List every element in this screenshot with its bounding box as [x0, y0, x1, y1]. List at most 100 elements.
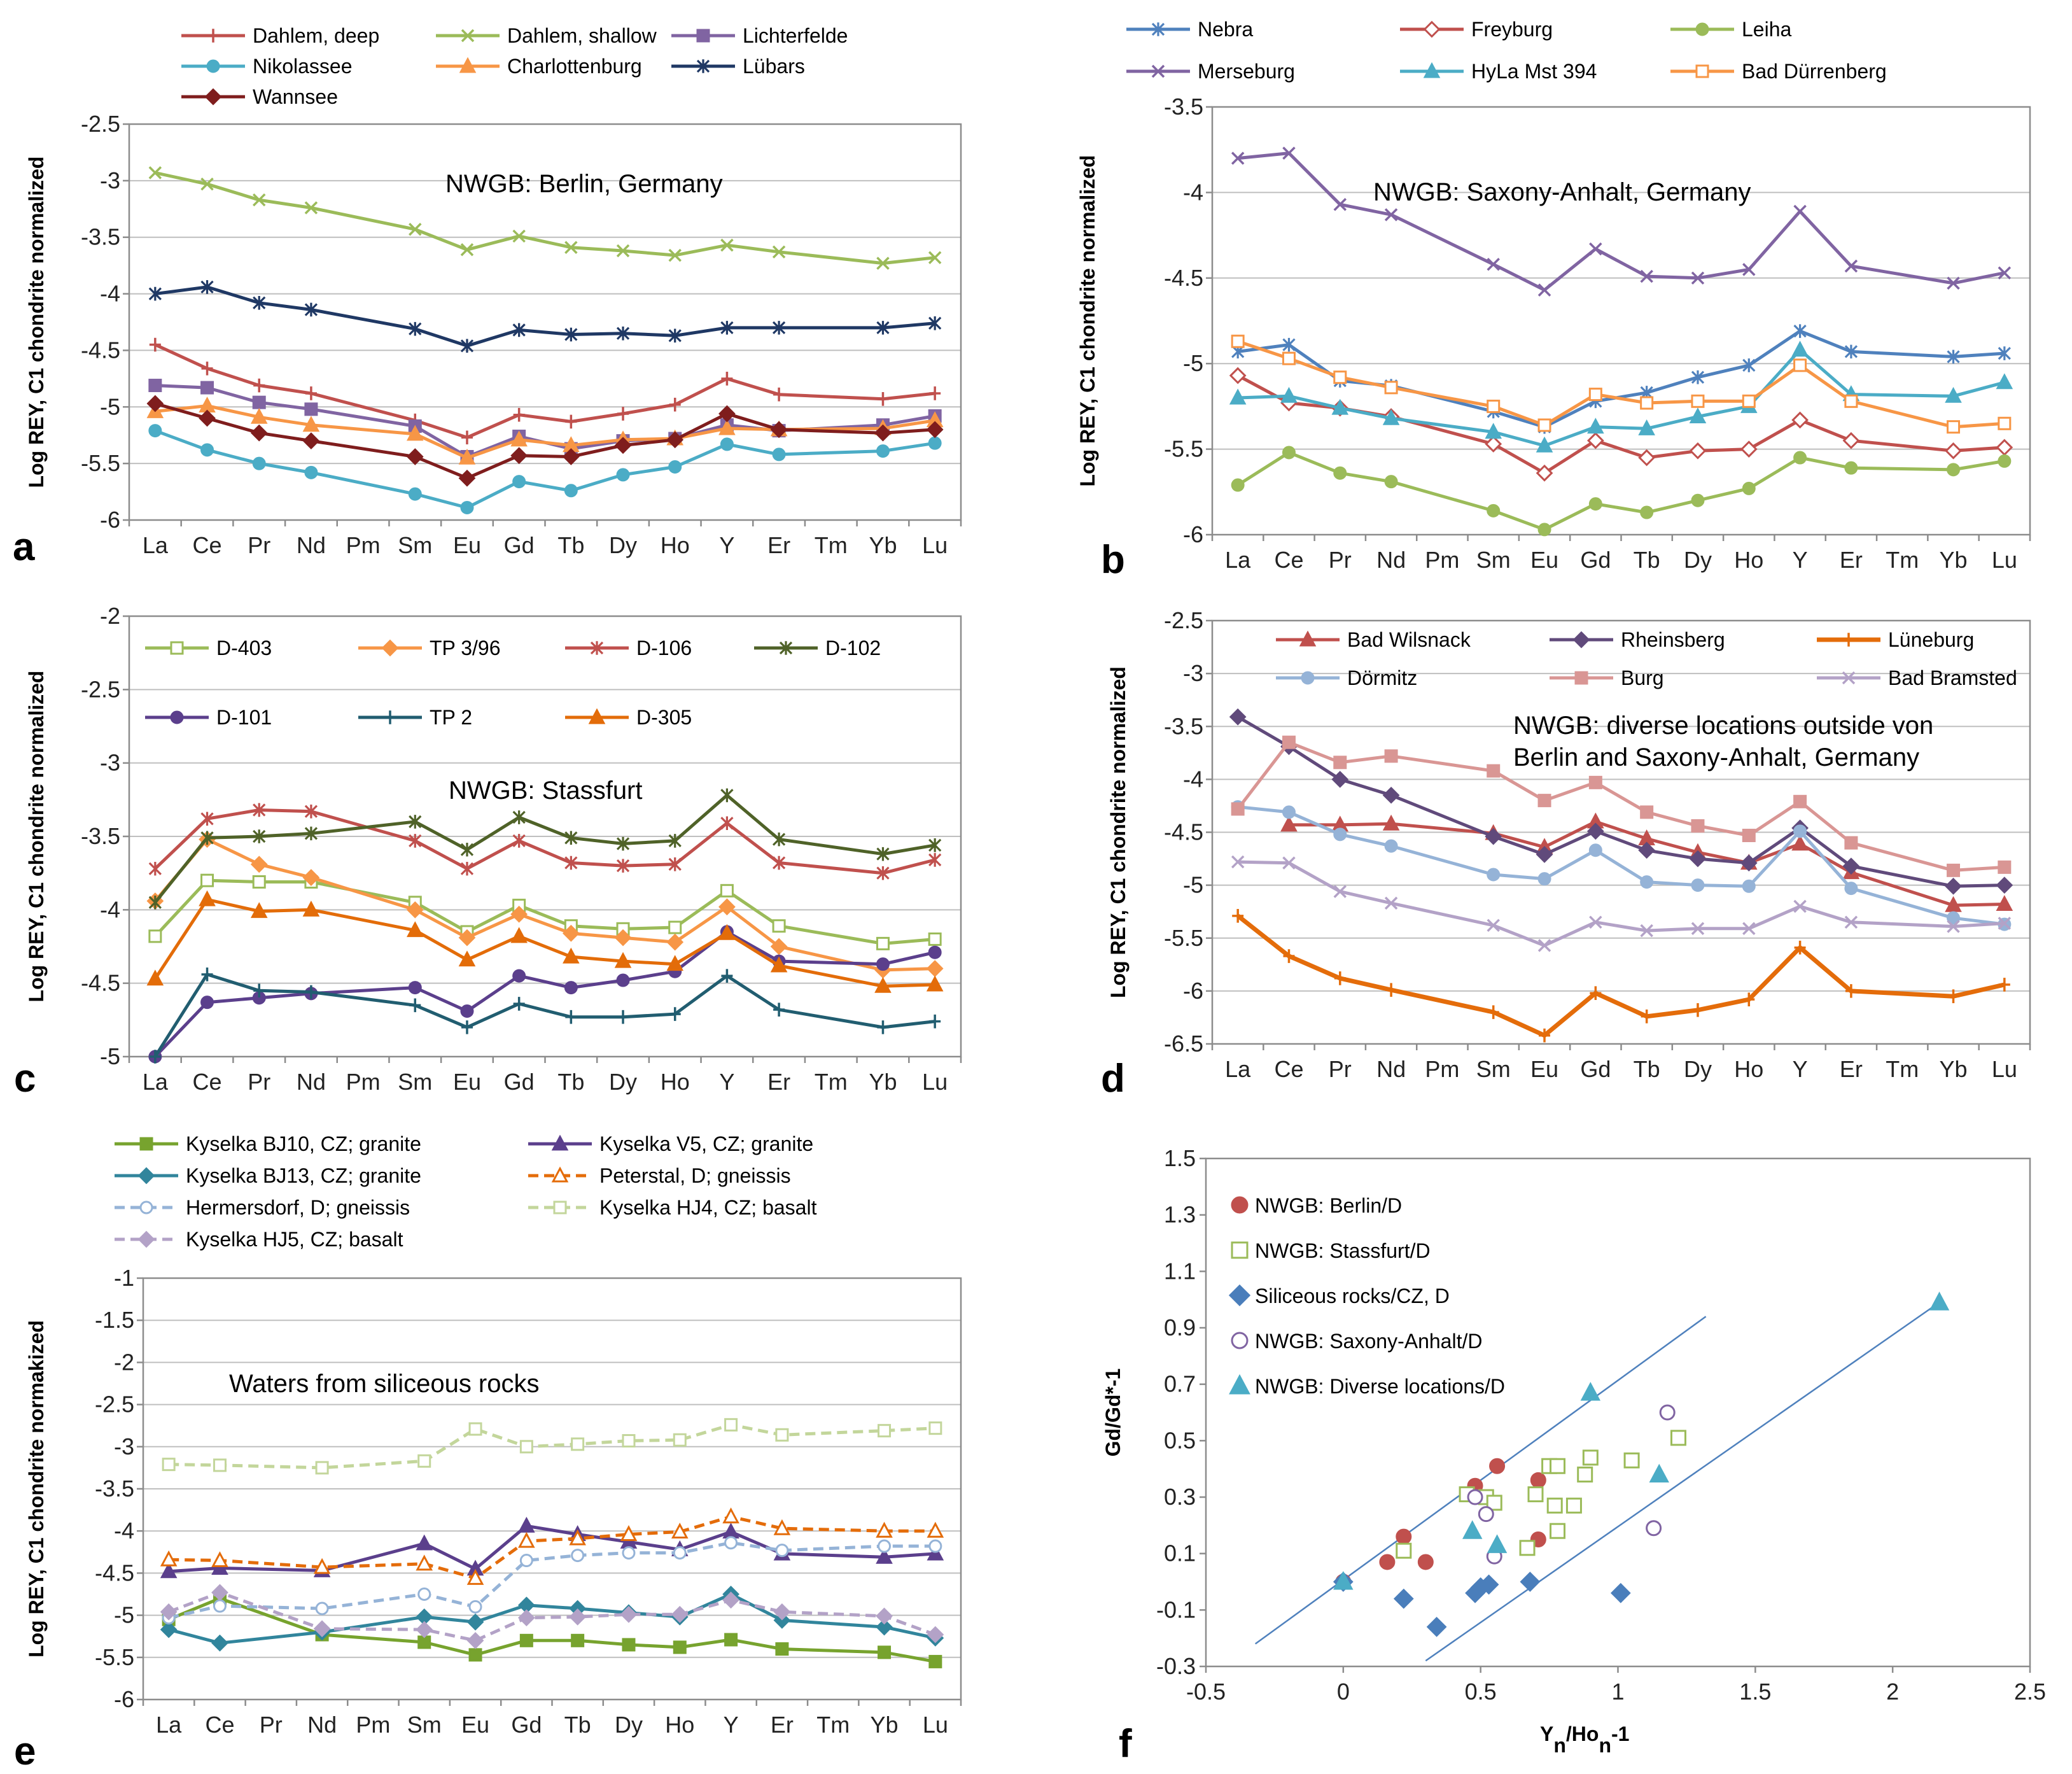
- data-point: [720, 437, 734, 451]
- y-tick-label: -4: [1183, 766, 1203, 792]
- data-point: [1791, 341, 1809, 357]
- series-line: [155, 285, 935, 348]
- series-line: [1238, 348, 2005, 447]
- data-point: [1740, 854, 1758, 872]
- legend-label: Wannsee: [253, 85, 338, 108]
- legend-label: Kyselka BJ10, CZ; granite: [186, 1132, 421, 1155]
- data-point: [1638, 449, 1656, 467]
- x-tick-label: Pr: [260, 1712, 283, 1738]
- data-point: [1649, 1463, 1669, 1483]
- legend-label: Bad Bramsted: [1888, 666, 2017, 689]
- data-point: [614, 952, 632, 968]
- data-point: [1536, 464, 1553, 482]
- legend-item-charlottenburg: Charlottenburg: [436, 55, 642, 78]
- data-point: [876, 957, 890, 971]
- x-tick-label: 1: [1611, 1679, 1624, 1705]
- legend: D-403 TP 3/96 D-106 D-102 D-101 TP 2 D-305: [145, 637, 881, 729]
- legend-swatch-marker: [1231, 1196, 1249, 1214]
- legend-label: TP 3/96: [430, 637, 500, 659]
- legend-item-bad-wilsnack: Bad Wilsnack: [1276, 628, 1471, 651]
- data-point: [571, 1437, 585, 1451]
- data-point: [1588, 843, 1602, 857]
- data-point: [1793, 899, 1807, 913]
- data-point: [571, 1633, 585, 1647]
- legend-label: Bad Wilsnack: [1347, 628, 1471, 651]
- x-tick-label: Ce: [1274, 547, 1303, 573]
- legend-label: NWGB: Saxony-Anhalt/D: [1255, 1330, 1482, 1353]
- legend-swatch-marker: [1423, 20, 1441, 38]
- legend-label: Lichterfelde: [743, 24, 848, 47]
- data-point: [199, 890, 216, 906]
- legend-label: Bad Dürrenberg: [1742, 60, 1887, 83]
- x-tick-label: Nd: [307, 1712, 337, 1738]
- legend-label: Lüneburg: [1888, 628, 1974, 651]
- legend-item-merseburg: Merseburg: [1126, 60, 1295, 83]
- legend-item-bad-d-rrenberg: Bad Dürrenberg: [1670, 60, 1887, 83]
- legend-swatch-marker: [551, 1166, 569, 1183]
- x-tick-label: Ho: [661, 532, 690, 558]
- data-point: [614, 437, 632, 454]
- data-point: [1586, 822, 1604, 840]
- legend-swatch-marker: [551, 1134, 569, 1151]
- data-point: [304, 402, 318, 416]
- x-tick-label: La: [1225, 547, 1251, 573]
- x-tick-label: Dy: [1684, 547, 1712, 573]
- series-line: [153, 838, 935, 972]
- data-point: [876, 866, 890, 880]
- data-point: [1998, 917, 2012, 930]
- data-point: [1638, 419, 1655, 435]
- data-point: [1996, 876, 2013, 894]
- data-point: [1641, 1009, 1653, 1024]
- data-point: [302, 900, 320, 917]
- panel-title: NWGB: Saxony-Anhalt, Germany: [1373, 178, 1751, 206]
- data-point: [1462, 1520, 1483, 1539]
- data-point: [1382, 409, 1400, 425]
- data-point: [1487, 1005, 1499, 1019]
- y-tick-label: -4.5: [1164, 819, 1203, 845]
- x-tick-label: 0.5: [1465, 1679, 1497, 1705]
- series-line: [1236, 451, 2005, 531]
- data-point: [1691, 370, 1705, 384]
- legend-label: Rheinsberg: [1621, 628, 1725, 651]
- x-tick-label: Tb: [557, 1069, 584, 1095]
- data-point: [564, 241, 578, 254]
- y-tick-label: -5: [100, 1043, 120, 1069]
- data-point: [775, 1428, 789, 1442]
- data-point: [673, 1640, 687, 1654]
- data-point: [1793, 324, 1807, 338]
- data-point: [1691, 394, 1705, 408]
- data-point: [1588, 388, 1602, 402]
- x-tick-label: 2: [1886, 1679, 1899, 1705]
- data-point: [1689, 442, 1707, 460]
- x-tick-label: Y: [719, 532, 734, 558]
- data-point: [927, 1544, 944, 1561]
- legend-swatch-marker: [1695, 22, 1709, 36]
- data-point: [926, 975, 944, 992]
- legend-swatch-marker: [170, 641, 184, 655]
- data-point: [1844, 882, 1858, 896]
- data-point: [250, 424, 268, 442]
- data-point: [160, 1603, 178, 1621]
- legend-item-freyburg: Freyburg: [1400, 18, 1553, 41]
- data-point: [1487, 503, 1501, 517]
- y-tick-label: -5.5: [81, 450, 120, 476]
- data-point: [1333, 885, 1347, 898]
- data-point: [458, 448, 476, 465]
- y-tick-label: -3: [100, 167, 120, 194]
- x-tick-label: Ce: [205, 1712, 234, 1738]
- data-point: [200, 177, 214, 191]
- series-line: [153, 898, 935, 988]
- data-point: [773, 1003, 785, 1017]
- data-point: [564, 981, 578, 995]
- data-point: [1947, 349, 1960, 364]
- panel-title: NWGB: Stassfurt: [449, 777, 643, 805]
- data-point: [250, 902, 268, 919]
- y-tick-label: -5: [1183, 872, 1203, 898]
- data-point: [928, 838, 942, 852]
- x-axis-label-part: -1: [1611, 1722, 1629, 1745]
- x-tick-label: Er: [767, 1069, 790, 1095]
- x-axis-label-part: /Ho: [1566, 1722, 1599, 1745]
- data-point: [877, 392, 889, 406]
- y-tick-label: -3: [114, 1433, 134, 1460]
- data-point: [200, 996, 214, 1010]
